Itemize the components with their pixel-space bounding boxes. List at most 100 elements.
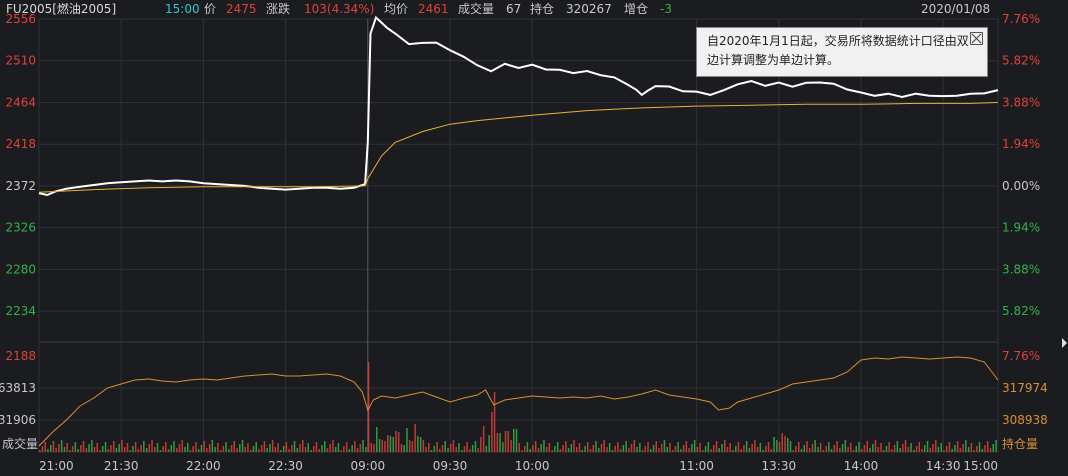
- volume-bar: [833, 445, 836, 452]
- volume-bar: [96, 443, 98, 452]
- volume-bar: [902, 444, 904, 452]
- time-tick-label: 10:00: [515, 459, 550, 473]
- volume-bar: [578, 443, 581, 452]
- volume-bar: [187, 443, 189, 452]
- volume-bar: [197, 449, 200, 452]
- volume-bar: [891, 449, 893, 452]
- volume-bar: [343, 446, 345, 452]
- volume-bar: [334, 447, 337, 452]
- volume-bar: [858, 442, 860, 452]
- volume-bar: [102, 446, 104, 452]
- volume-bar: [688, 448, 690, 452]
- volume-bar: [58, 444, 60, 452]
- volume-bar: [41, 446, 44, 452]
- volume-bar: [225, 442, 227, 452]
- volume-bar: [365, 447, 367, 452]
- volume-bar: [115, 448, 118, 452]
- volume-bar: [414, 424, 416, 452]
- volume-bar: [373, 444, 375, 452]
- volume-bar: [795, 446, 797, 452]
- volume-bar: [167, 449, 170, 452]
- volume-bar: [967, 447, 970, 452]
- pct-tick-label: 5.82%: [1002, 304, 1040, 318]
- volume-bar: [154, 447, 156, 452]
- volume-bar: [529, 449, 531, 452]
- time-tick-label: 13:30: [762, 459, 797, 473]
- time-tick-label: 21:00: [39, 459, 74, 473]
- volume-bar: [329, 444, 331, 452]
- volume-bar: [450, 444, 452, 452]
- volume-bar: [910, 443, 912, 452]
- close-icon[interactable]: [970, 32, 983, 45]
- lower-right-label: 持仓量: [1002, 436, 1038, 451]
- lower-left-label: 31906: [0, 413, 36, 427]
- oi-change-label: 增仓: [624, 2, 649, 16]
- volume-bar: [633, 440, 636, 452]
- expand-arrow-icon[interactable]: [1062, 338, 1067, 348]
- volume-bar: [861, 449, 863, 452]
- volume-bar: [592, 445, 594, 452]
- volume-bar: [395, 431, 397, 452]
- pct-tick-label: 0.00%: [1002, 179, 1040, 193]
- volume-bar: [945, 446, 948, 452]
- volume-bar: [260, 445, 263, 452]
- volume-bar: [513, 429, 515, 452]
- volume-bar: [206, 448, 208, 452]
- volume-bar: [288, 449, 290, 452]
- volume-bar: [559, 449, 562, 452]
- volume-bar: [148, 444, 151, 452]
- volume-bar: [554, 446, 556, 452]
- volume-bar: [214, 447, 216, 452]
- volume-bar: [269, 444, 271, 452]
- volume-bar: [765, 446, 767, 452]
- volume-bar: [471, 445, 474, 452]
- volume-bar: [39, 450, 41, 452]
- volume-bar: [666, 447, 668, 452]
- volume-bar: [819, 443, 822, 452]
- volume-bar: [606, 447, 608, 452]
- volume-bar: [337, 443, 340, 452]
- volume-bar: [491, 412, 493, 452]
- volume-bar: [515, 429, 518, 452]
- price-line: [38, 15, 999, 197]
- volume-bar: [841, 444, 844, 452]
- volume-bar: [69, 450, 71, 452]
- volume-bar: [411, 441, 414, 452]
- volume-bar: [899, 448, 901, 452]
- volume-bar: [803, 445, 805, 452]
- volume-bar: [118, 444, 120, 452]
- volume-bar: [718, 448, 720, 452]
- volume-bar: [973, 450, 975, 452]
- volume-bar: [496, 433, 499, 452]
- volume-bar: [318, 449, 320, 452]
- volume-bar: [573, 440, 575, 452]
- volume-bar: [299, 444, 301, 452]
- volume-bar: [340, 450, 342, 452]
- volume-bar: [987, 441, 989, 452]
- volume-bar: [595, 441, 597, 452]
- volume-bar: [403, 445, 405, 452]
- volume-bar: [630, 444, 633, 452]
- volume-bar: [52, 441, 55, 452]
- volume-bar: [537, 448, 540, 452]
- volume-bar: [271, 440, 274, 452]
- volume-bar: [228, 449, 230, 452]
- time-tick-label: 09:30: [433, 459, 468, 473]
- volume-bar: [811, 444, 814, 452]
- volume-bar: [203, 441, 205, 452]
- volume-bar: [724, 440, 726, 452]
- volume-bar: [219, 450, 222, 452]
- volume-bar: [291, 445, 293, 452]
- volume-bar: [200, 445, 203, 452]
- chart-frame: [38, 18, 999, 453]
- volume-bar: [104, 442, 107, 452]
- volume-bar: [937, 447, 940, 452]
- volume-bar: [430, 450, 433, 452]
- symbol-label: FU2005[燃油2005]: [6, 2, 117, 16]
- volume-bar: [310, 450, 312, 452]
- volume-bar: [817, 447, 819, 452]
- volume-bar: [814, 440, 816, 452]
- volume-bar: [140, 445, 142, 452]
- volume-bar: [603, 440, 605, 452]
